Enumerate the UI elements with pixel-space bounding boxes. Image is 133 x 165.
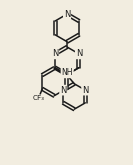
Text: N: N — [60, 86, 66, 95]
Text: NH: NH — [61, 68, 73, 77]
Text: N: N — [64, 10, 70, 19]
Text: CF₃: CF₃ — [33, 95, 45, 101]
Text: N: N — [82, 86, 88, 95]
Text: N: N — [76, 49, 82, 58]
Text: N: N — [52, 49, 58, 58]
